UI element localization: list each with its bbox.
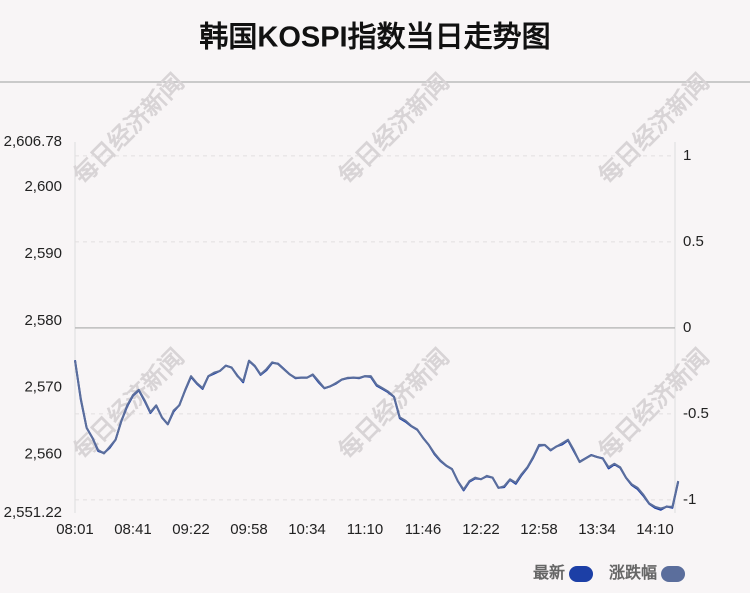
legend-label: 涨跌幅	[609, 563, 657, 582]
y-tick-label: 2,606.78	[4, 133, 62, 150]
x-tick-label: 14:10	[636, 521, 674, 538]
x-tick-label: 13:34	[578, 521, 616, 538]
y2-tick-label: 1	[683, 147, 691, 164]
x-tick-label: 12:22	[462, 521, 500, 538]
chart-title: 韩国KOSPI指数当日走势图	[199, 21, 550, 54]
y-tick-label: 2,560	[24, 445, 62, 462]
series-line	[74, 359, 680, 510]
x-tick-label: 09:58	[230, 521, 268, 538]
x-tick-label: 12:58	[520, 521, 558, 538]
y-tick-label: 2,580	[24, 312, 62, 329]
y2-tick-label: 0	[683, 319, 691, 336]
y-tick-label: 2,570	[24, 379, 62, 396]
legend-swatch	[569, 566, 594, 582]
x-tick-label: 08:41	[114, 521, 152, 538]
legend-swatch	[661, 566, 686, 582]
x-tick-label: 08:01	[56, 521, 94, 538]
y-tick-label: 2,551.22	[4, 504, 62, 521]
y-tick-label: 2,600	[24, 178, 62, 195]
y2-tick-label: 0.5	[683, 233, 704, 250]
x-tick-label: 09:22	[172, 521, 210, 538]
y-tick-label: 2,590	[24, 245, 62, 262]
legend-label: 最新	[533, 563, 565, 582]
x-tick-label: 11:10	[347, 521, 383, 538]
y2-tick-label: -1	[683, 491, 696, 508]
x-tick-label: 11:46	[405, 521, 441, 538]
x-tick-label: 10:34	[288, 521, 326, 538]
y2-tick-label: -0.5	[683, 405, 709, 422]
